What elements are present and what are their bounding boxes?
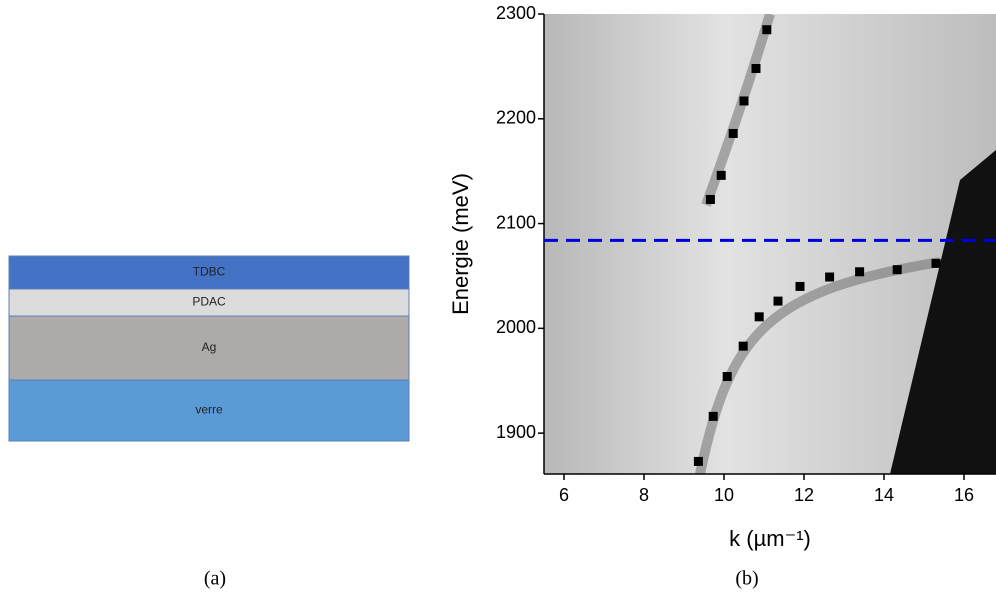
point [931, 258, 941, 268]
layer [8, 288, 410, 317]
x-tick-label: 14 [874, 485, 894, 505]
x-tick-label: 16 [954, 485, 974, 505]
point [754, 312, 764, 322]
point [739, 96, 749, 106]
layer [8, 255, 410, 290]
point [855, 267, 865, 277]
caption: (b) [735, 568, 758, 590]
point [693, 456, 703, 466]
x-tick-label: 12 [794, 485, 814, 505]
y-tick-label: 2300 [496, 3, 536, 23]
point [825, 272, 835, 282]
layer [8, 379, 410, 442]
point [773, 296, 783, 306]
y-tick-label: 2200 [496, 108, 536, 128]
point [892, 265, 902, 275]
point [751, 63, 761, 73]
point [762, 25, 772, 35]
x-tick-label: 6 [559, 485, 569, 505]
point [738, 341, 748, 351]
point [708, 411, 718, 421]
x-axis-label: k (µm⁻¹) [729, 526, 811, 551]
layer-label: Ag [202, 340, 217, 354]
point [705, 194, 715, 204]
point [728, 128, 738, 138]
y-tick-label: 2000 [496, 317, 536, 337]
layer-label: TDBC [193, 265, 226, 279]
layer-label: verre [195, 403, 223, 417]
x-tick-label: 10 [714, 485, 734, 505]
layer [8, 315, 410, 381]
layer-label: PDAC [192, 295, 226, 309]
point [722, 372, 732, 382]
y-axis-label: Energie (meV) [448, 173, 473, 315]
caption: (a) [204, 568, 226, 590]
point [795, 281, 805, 291]
y-tick-label: 2100 [496, 212, 536, 232]
y-tick-label: 1900 [496, 422, 536, 442]
point [716, 170, 726, 180]
x-tick-label: 8 [639, 485, 649, 505]
background-image [544, 14, 996, 474]
